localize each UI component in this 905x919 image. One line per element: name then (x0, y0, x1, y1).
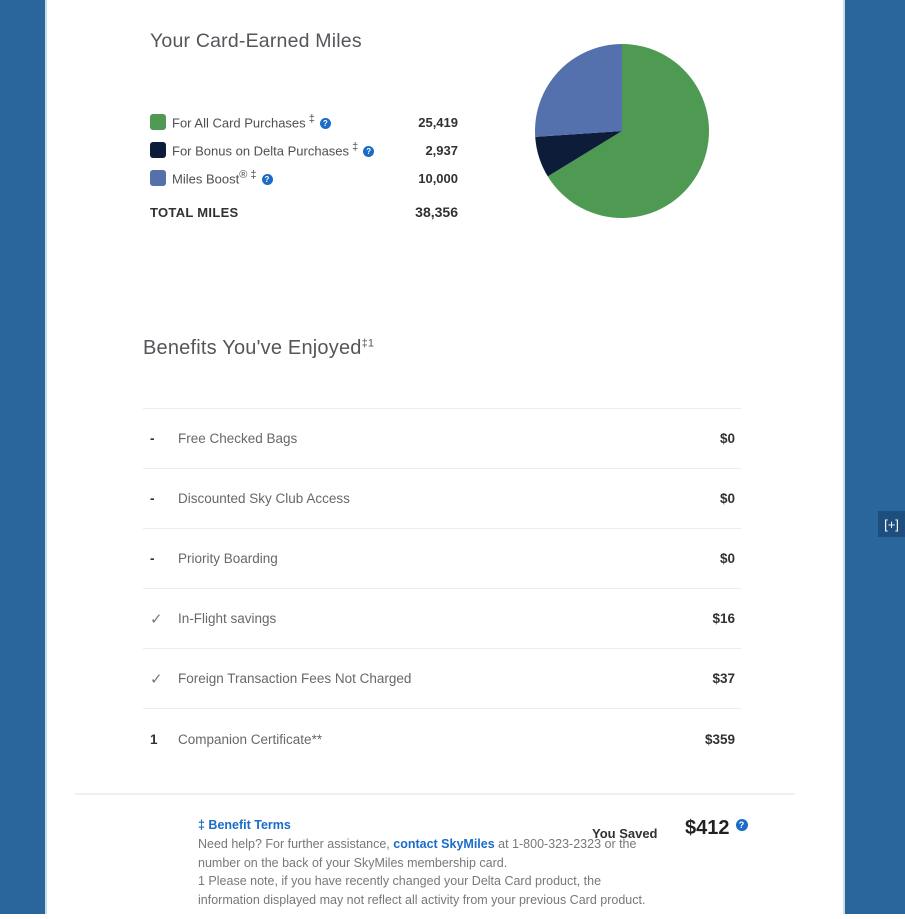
footer-divider (75, 793, 795, 795)
miles-section-title: Your Card-Earned Miles (150, 30, 362, 52)
legend-value: 25,419 (418, 114, 458, 130)
you-saved-amount: $412? (685, 817, 748, 840)
total-miles-value: 38,356 (415, 204, 458, 220)
you-saved-help-icon[interactable]: ? (735, 819, 748, 831)
benefit-marker: - (150, 491, 155, 506)
legend-row: For Bonus on Delta Purchases ‡? 2,937 (150, 136, 458, 164)
legend-row: Miles Boost® ‡? 10,000 (150, 164, 458, 192)
total-miles-label: TOTAL MILES (150, 204, 239, 220)
right-background-panel (843, 0, 905, 914)
benefit-label: Companion Certificate** (178, 731, 323, 747)
card-benefits-panel: Your Card-Earned Miles For All Card Purc… (47, 0, 843, 919)
legend-value: 10,000 (418, 170, 458, 186)
legend-value: 2,937 (425, 142, 458, 158)
footer-help-block: ‡ Benefit Terms Need help? For further a… (198, 816, 650, 909)
benefit-label: Foreign Transaction Fees Not Charged (178, 671, 412, 686)
benefit-terms-link[interactable]: ‡ Benefit Terms (198, 818, 291, 832)
benefit-value: $0 (719, 431, 735, 446)
benefit-row: - Free Checked Bags $0 (143, 409, 741, 469)
legend-swatch (150, 142, 166, 158)
benefit-value: $359 (704, 731, 735, 747)
legend-swatch (150, 170, 166, 186)
benefits-section-title: Benefits You've Enjoyed‡1 (143, 337, 375, 359)
benefit-row: ✓ Foreign Transaction Fees Not Charged $37 (143, 649, 741, 709)
feedback-tab-button[interactable]: [+] (878, 511, 905, 537)
help-text: Need help? For further assistance, conta… (198, 837, 637, 870)
legend-label: For All Card Purchases ‡? (172, 113, 331, 131)
benefit-label: Priority Boarding (178, 551, 278, 566)
pie-slice (535, 131, 622, 177)
benefit-label: Discounted Sky Club Access (178, 491, 350, 506)
pie-svg (535, 44, 709, 218)
benefit-row: - Discounted Sky Club Access $0 (143, 469, 741, 529)
benefit-row: - Priority Boarding $0 (143, 529, 741, 589)
contact-skymiles-link[interactable]: contact SkyMiles (393, 837, 495, 851)
you-saved-label: You Saved (592, 826, 658, 841)
benefit-label: In-Flight savings (178, 611, 277, 626)
benefits-heading-footnote: ‡1 (361, 337, 375, 350)
pie-slice (547, 44, 709, 218)
legend-label: Miles Boost® ‡? (172, 169, 273, 187)
benefit-label: Free Checked Bags (178, 431, 298, 446)
benefit-value: $16 (712, 611, 735, 626)
benefit-marker: 1 (150, 731, 158, 747)
benefit-value: $0 (719, 551, 735, 566)
help-icon[interactable]: ? (363, 145, 375, 157)
benefit-marker: - (150, 551, 155, 566)
left-background-panel (0, 0, 47, 914)
legend-label: For Bonus on Delta Purchases ‡? (172, 141, 375, 159)
check-icon: ✓ (150, 610, 163, 628)
miles-legend: For All Card Purchases ‡? 25,419 For Bonus… (150, 108, 458, 192)
legend-swatch (150, 114, 166, 130)
benefit-marker: - (150, 431, 155, 446)
check-icon: ✓ (150, 670, 163, 688)
pie-slice (535, 44, 622, 137)
help-icon[interactable]: ? (319, 117, 331, 129)
legend-row: For All Card Purchases ‡? 25,419 (150, 108, 458, 136)
benefit-value: $37 (712, 671, 735, 686)
benefit-value: $0 (719, 491, 735, 506)
product-change-note: 1 Please note, if you have recently chan… (198, 874, 646, 907)
benefit-row: 1 Companion Certificate** $359 (143, 709, 741, 769)
benefit-row: ✓ In-Flight savings $16 (143, 589, 741, 649)
total-miles-row: TOTAL MILES 38,356 (150, 204, 458, 220)
help-icon[interactable]: ? (261, 173, 273, 185)
benefits-table: - Free Checked Bags $0 - Discounted Sky Club… (143, 408, 741, 769)
miles-pie-chart (522, 31, 722, 231)
